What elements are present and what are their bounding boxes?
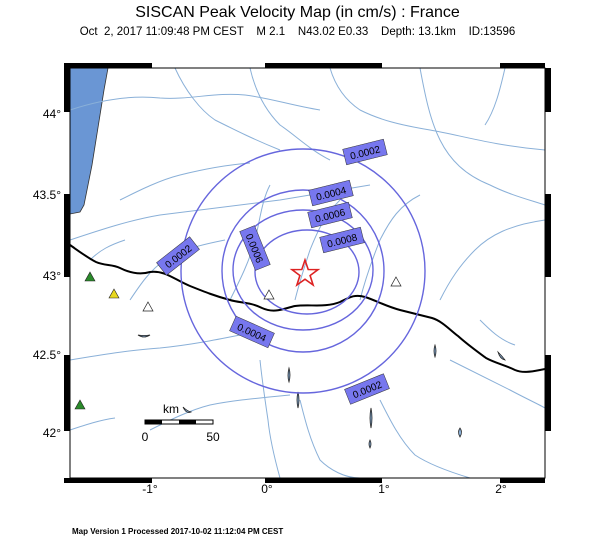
svg-text:0: 0 <box>142 430 149 444</box>
lat-label: 42° <box>43 426 61 440</box>
latitude-labels: 44° 43.5° 43° 42.5° 42° <box>33 107 61 440</box>
yellow-triangle-icon <box>108 288 120 299</box>
contour-label: 0.0004 <box>308 179 354 207</box>
white-triangle-icon <box>390 276 402 287</box>
contour-0.0002 <box>180 148 426 394</box>
white-triangle-icon <box>263 289 275 300</box>
lat-label: 43.5° <box>33 188 61 202</box>
lon-label: -1° <box>142 482 158 496</box>
contour-0.0006 <box>232 209 374 331</box>
map-title: SISCAN Peak Velocity Map (in cm/s) : Fra… <box>135 4 460 21</box>
contour-label: 0.0008 <box>319 226 365 254</box>
longitude-labels: -1° 0° 1° 2° <box>142 482 507 496</box>
green-triangle-icon <box>74 399 86 410</box>
map-footer: Map Version 1 Processed 2017-10-02 11:12… <box>72 527 284 536</box>
contour-0.0004 <box>221 189 385 353</box>
white-triangle-icon <box>142 301 154 312</box>
pgv-contours <box>180 148 426 394</box>
atlantic-sea <box>70 68 109 215</box>
frame-ticks <box>64 63 551 483</box>
scale-bar: km 0 50 <box>142 402 220 444</box>
lon-label: 0° <box>261 482 273 496</box>
contour-labels: 0.0002 0.0004 0.0006 0.0008 0.0002 0.000… <box>156 138 390 405</box>
map-subtitle: Oct 2, 2017 11:09:48 PM CEST M 2.1 N43.0… <box>79 26 516 38</box>
red-star-icon <box>289 257 321 288</box>
lon-label: 2° <box>495 482 507 496</box>
lat-label: 42.5° <box>33 348 61 362</box>
lat-label: 43° <box>43 269 61 283</box>
country-border <box>70 244 545 373</box>
svg-text:50: 50 <box>206 430 220 444</box>
contour-label: 0.0002 <box>342 138 388 166</box>
contour-0.0008 <box>254 229 360 315</box>
lon-label: 1° <box>378 482 390 496</box>
lat-label: 44° <box>43 107 61 121</box>
svg-text:km: km <box>163 402 179 416</box>
lakes <box>137 334 506 449</box>
green-triangle-icon <box>84 271 96 282</box>
contour-label: 0.0006 <box>307 201 353 229</box>
